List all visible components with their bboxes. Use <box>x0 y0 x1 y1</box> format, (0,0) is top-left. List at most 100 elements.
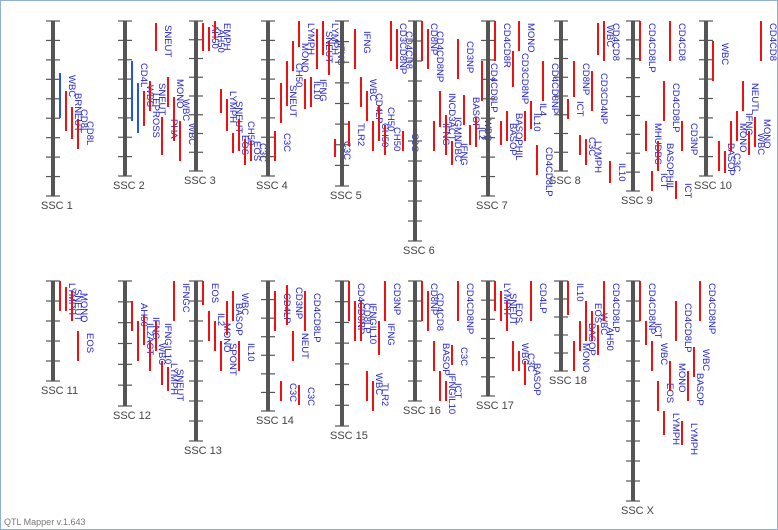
qtl-mark[interactable]: CD4CD8LP <box>481 61 499 113</box>
qtl-mark[interactable]: SNEUT <box>167 367 185 401</box>
qtl-mark[interactable]: IL10 <box>567 281 585 315</box>
qtl-mark[interactable]: IFNGIL10 <box>155 321 173 364</box>
qtl-mark[interactable]: NEUTL <box>742 81 760 114</box>
qtl-mark[interactable]: CD3CD4NP <box>591 71 609 124</box>
qtl-mark[interactable]: EOS <box>506 301 524 331</box>
qtl-bar[interactable] <box>639 21 641 61</box>
qtl-mark[interactable]: EOS <box>77 331 95 361</box>
qtl-mark[interactable]: CD4CD8LP <box>639 21 657 73</box>
qtl-mark[interactable]: BASOP <box>226 301 244 336</box>
qtl-bar[interactable] <box>439 371 441 401</box>
qtl-mark[interactable]: IFNG <box>378 321 396 355</box>
qtl-bar[interactable] <box>155 23 157 51</box>
qtl-bar[interactable] <box>292 41 294 71</box>
qtl-mark[interactable]: CD8NP <box>573 61 591 97</box>
qtl-mark[interactable]: IFNGC <box>173 281 191 321</box>
qtl-bar[interactable] <box>645 321 647 345</box>
qtl-mark[interactable]: C3C <box>274 131 292 161</box>
qtl-bar[interactable] <box>712 41 714 81</box>
qtl-mark[interactable]: LEPROSS <box>143 91 161 138</box>
qtl-mark[interactable]: CD4CD8LP <box>536 145 554 197</box>
qtl-mark[interactable]: CD3NP <box>384 281 402 321</box>
qtl-bar[interactable] <box>681 121 683 151</box>
qtl-mark[interactable]: CD3CD8NP <box>512 51 530 104</box>
qtl-bar[interactable] <box>161 361 163 385</box>
qtl-mark[interactable]: IL10 <box>524 111 542 141</box>
qtl-bar[interactable] <box>298 21 300 47</box>
qtl-mark[interactable]: ICT <box>645 321 663 345</box>
qtl-mark[interactable]: PHA <box>161 117 179 155</box>
qtl-bar[interactable] <box>748 131 750 155</box>
qtl-bar[interactable] <box>597 23 599 55</box>
qtl-mark[interactable]: C3C <box>334 139 352 160</box>
qtl-bar[interactable] <box>360 77 362 107</box>
qtl-mark[interactable]: CH50 <box>238 119 256 151</box>
qtl-bar[interactable] <box>524 111 526 141</box>
qtl-bar[interactable] <box>579 135 581 155</box>
qtl-bar[interactable] <box>304 291 306 331</box>
qtl-mark[interactable]: IL4 <box>530 101 548 129</box>
qtl-bar[interactable] <box>280 83 282 123</box>
qtl-bar[interactable] <box>663 81 665 121</box>
qtl-mark[interactable]: WBC <box>693 347 711 377</box>
qtl-mark[interactable]: SNEUT <box>500 291 518 325</box>
qtl-mark[interactable]: WBC <box>591 311 609 341</box>
qtl-mark[interactable]: WBC <box>597 23 615 55</box>
qtl-bar[interactable] <box>65 91 67 131</box>
qtl-bar[interactable] <box>348 121 350 146</box>
qtl-bar[interactable] <box>378 105 380 141</box>
qtl-bar[interactable] <box>573 341 575 371</box>
qtl-bar[interactable] <box>298 385 300 405</box>
qtl-bar[interactable] <box>427 291 429 331</box>
qtl-bar[interactable] <box>603 21 605 61</box>
qtl-bar[interactable] <box>384 125 386 155</box>
qtl-bar[interactable] <box>530 101 532 129</box>
qtl-bar[interactable] <box>693 347 695 377</box>
qtl-bar[interactable] <box>143 315 145 345</box>
qtl-bar[interactable] <box>149 81 151 111</box>
qtl-bar[interactable] <box>202 281 204 305</box>
qtl-bar[interactable] <box>238 119 240 151</box>
qtl-mark[interactable]: CD8LP <box>354 301 372 341</box>
qtl-mark[interactable]: C3C <box>518 351 536 372</box>
qtl-mark[interactable]: MHUDBC <box>645 121 663 165</box>
qtl-mark[interactable]: SNEUT <box>280 83 298 123</box>
qtl-mark[interactable]: IL10 <box>238 341 256 371</box>
qtl-mark[interactable]: IL2 <box>469 125 487 145</box>
qtl-bar[interactable] <box>226 99 228 131</box>
qtl-mark[interactable]: IL10 <box>609 161 627 183</box>
qtl-bar[interactable] <box>506 111 508 141</box>
qtl-mark[interactable]: EMPH <box>214 21 232 51</box>
qtl-mark[interactable]: EOS <box>202 281 220 305</box>
qtl-mark[interactable]: MONO <box>730 121 748 153</box>
qtl-mark[interactable]: WBC <box>366 371 384 401</box>
qtl-bar[interactable] <box>161 117 163 155</box>
qtl-bar[interactable] <box>244 139 246 165</box>
qtl-mark[interactable]: C3C <box>280 381 298 402</box>
qtl-bar[interactable] <box>208 27 210 51</box>
qtl-bar[interactable] <box>59 281 61 311</box>
qtl-bar[interactable] <box>280 381 282 401</box>
qtl-bar[interactable] <box>372 121 374 151</box>
qtl-bar[interactable] <box>754 117 756 147</box>
qtl-bar[interactable] <box>238 341 240 371</box>
qtl-bar[interactable] <box>663 411 665 435</box>
qtl-bar[interactable] <box>384 281 386 321</box>
qtl-mark[interactable]: NEUT <box>292 331 310 361</box>
qtl-bar[interactable] <box>220 341 222 371</box>
qtl-bar[interactable] <box>155 321 157 351</box>
qtl-mark[interactable]: WBC <box>179 121 197 161</box>
qtl-mark[interactable]: AH50 <box>597 325 615 355</box>
qtl-mark[interactable]: CD4CD8NP <box>639 281 657 334</box>
qtl-mark[interactable]: CD4CD8 <box>427 291 445 331</box>
qtl-mark[interactable]: WBC <box>232 291 250 321</box>
qtl-mark[interactable]: CD3NP <box>457 39 475 79</box>
qtl-mark[interactable]: CD3NP <box>681 121 699 155</box>
qtl-mark[interactable]: INCD3ACT <box>439 91 457 141</box>
qtl-mark[interactable]: BASOP <box>433 341 451 376</box>
qtl-mark[interactable]: CD4L <box>131 61 149 121</box>
qtl-mark[interactable]: CD4CD8 <box>760 21 777 61</box>
qtl-mark[interactable]: IL10 <box>304 79 322 109</box>
qtl-bar[interactable] <box>445 381 447 401</box>
qtl-bar[interactable] <box>645 121 647 151</box>
